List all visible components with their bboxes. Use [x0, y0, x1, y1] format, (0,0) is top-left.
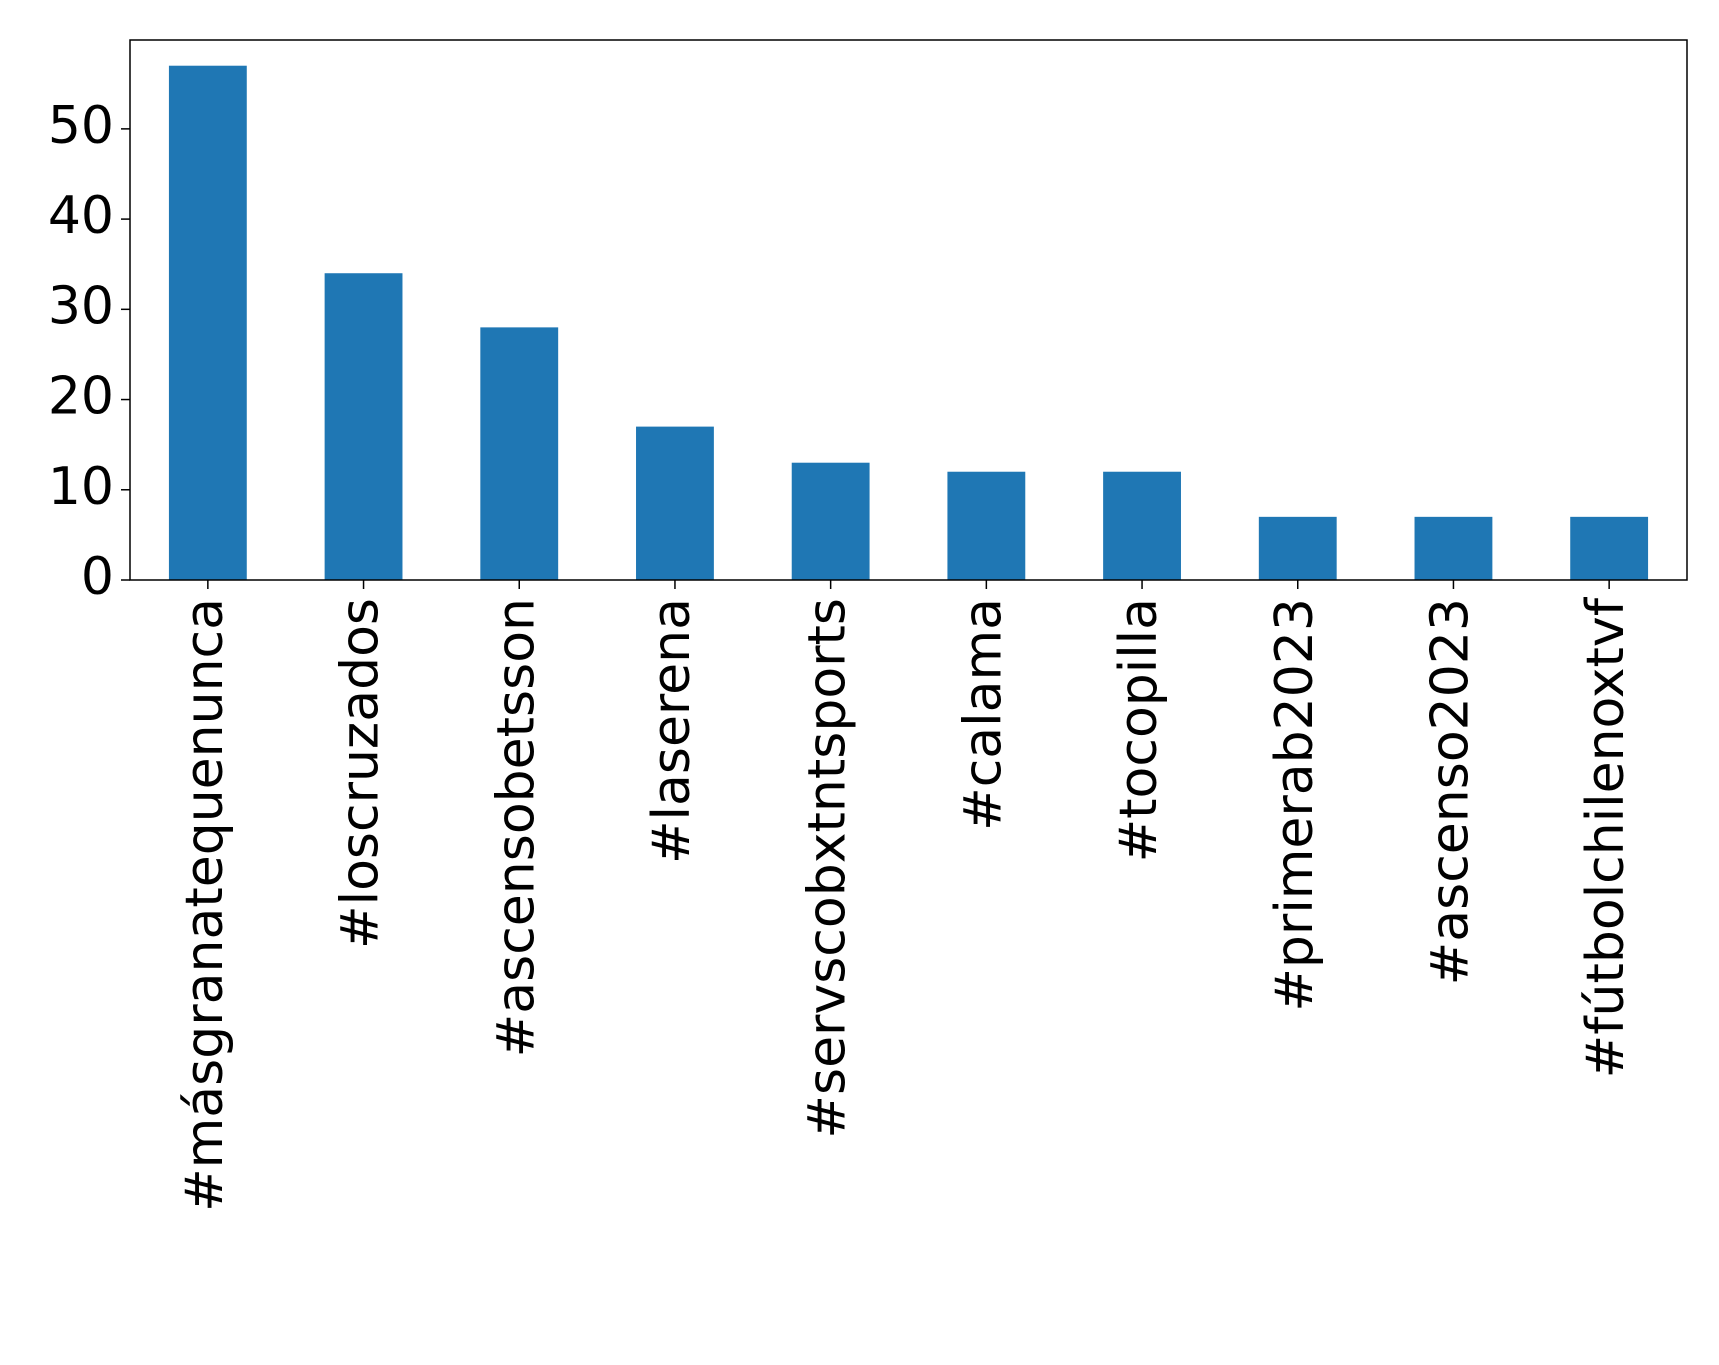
bar: [947, 471, 1026, 580]
x-tick-label: #ascensobetsson: [486, 598, 546, 1057]
y-tick-label: 40: [48, 186, 114, 246]
bar: [168, 65, 247, 580]
x-tick-label: #laserena: [642, 598, 702, 864]
x-tick-label: #calama: [953, 598, 1013, 831]
y-tick-label: 20: [48, 367, 114, 427]
bar: [1570, 516, 1649, 580]
bar: [636, 426, 714, 580]
x-tick-label: #ascenso2023: [1420, 598, 1480, 985]
bar: [1258, 516, 1337, 580]
x-tick-label: #másgranatequenunca: [175, 598, 235, 1212]
x-tick-label: #fútbolchilenoxtvf: [1576, 596, 1636, 1078]
y-tick-label: 30: [48, 276, 114, 336]
x-tick-label: #loscruzados: [331, 598, 391, 949]
bar: [324, 273, 403, 580]
y-tick-label: 10: [48, 457, 114, 517]
bar: [1414, 516, 1493, 580]
x-tick-label: #tocopilla: [1109, 598, 1169, 862]
plot-frame: [129, 39, 1688, 581]
y-tick-label: 50: [48, 96, 114, 156]
y-tick-label: 0: [81, 547, 114, 607]
x-tick-label: #primerab2023: [1265, 598, 1325, 1012]
bar: [1103, 471, 1181, 580]
bar: [480, 327, 559, 580]
x-tick-label: #servscobxtntsports: [798, 598, 858, 1139]
bar: [791, 462, 870, 580]
